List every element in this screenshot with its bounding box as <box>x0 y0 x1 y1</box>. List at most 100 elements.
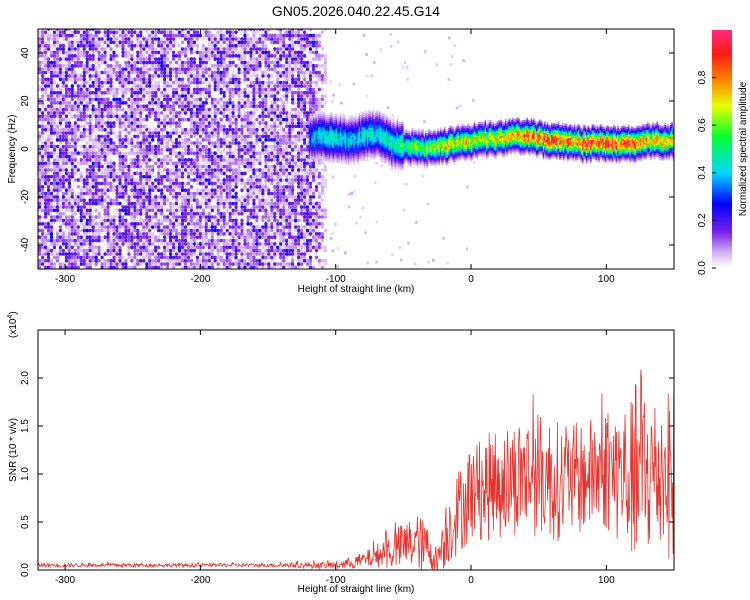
spectrogram-cell <box>246 228 250 233</box>
spectrogram-cell <box>109 225 113 229</box>
spectrogram-cell <box>273 158 277 162</box>
spectrogram-cell <box>234 54 238 58</box>
spectrogram-cell <box>163 148 167 152</box>
spectrogram-cell <box>169 235 173 239</box>
spectrogram-cell <box>300 111 304 115</box>
spectrogram-cell <box>139 141 143 145</box>
spectrogram-cell <box>201 117 205 122</box>
spectrogram-cell <box>207 158 211 162</box>
spectrogram-cell <box>258 94 262 98</box>
spectrogram-cell <box>133 114 137 118</box>
spectrogram-cell <box>124 188 128 192</box>
spectrogram-cell <box>234 90 238 95</box>
spectrogram-cell <box>180 101 185 105</box>
spectrogram-cell <box>300 124 304 129</box>
spectrogram-cell <box>198 117 202 122</box>
spectrogram-cell <box>67 33 71 38</box>
spectrogram-cell <box>112 148 116 152</box>
spectrogram-cell <box>219 181 223 186</box>
spectrogram-cell <box>273 248 277 253</box>
spectrogram-cell <box>169 181 173 186</box>
spectrogram-cell <box>52 148 57 152</box>
spectrogram-cell <box>303 70 307 75</box>
spectrogram-cell <box>186 70 191 75</box>
spectrogram-cell <box>100 97 104 102</box>
spectrogram-cell <box>195 144 199 149</box>
spectrogram-cell <box>246 191 250 196</box>
spectrogram-cell <box>186 201 191 206</box>
spectrogram-cell <box>58 198 62 202</box>
spectrogram-cell <box>133 215 137 219</box>
spectrogram-cell <box>240 265 244 269</box>
spectrogram-cell <box>288 211 292 216</box>
spectrogram-cell <box>216 178 220 182</box>
spectrogram-cell <box>258 248 262 253</box>
spectrogram-cell <box>228 211 232 216</box>
spectrogram-cell <box>38 205 42 209</box>
spectrogram-cell <box>67 235 71 239</box>
spectrogram-cell <box>279 265 283 269</box>
spectrogram-cell <box>76 60 80 65</box>
spectrogram-cell <box>76 57 80 61</box>
spectrogram-cell <box>219 64 223 68</box>
spectrogram-cell <box>264 228 268 233</box>
figure-title: GN05.2026.040.22.45.G14 <box>272 3 440 19</box>
spectrogram-cell <box>112 164 116 169</box>
spectrogram-cell <box>282 235 286 239</box>
spectrogram-cell <box>79 158 83 162</box>
spectrogram-cell <box>70 262 74 266</box>
spectrogram-cell <box>124 222 128 226</box>
spectrogram-cell <box>127 151 131 155</box>
spectrogram-cell <box>94 161 98 166</box>
spectrogram-cell <box>121 238 125 243</box>
spectrogram-cell <box>246 117 250 122</box>
spectrogram-cell <box>276 117 280 122</box>
spectrogram-cell <box>148 87 152 92</box>
spectrogram-cell <box>276 107 280 112</box>
spectrogram-cell <box>157 43 161 48</box>
spectrogram-cell <box>163 228 167 233</box>
spectrogram-cell <box>303 232 307 236</box>
spectrogram-cell <box>213 164 217 169</box>
spectrogram-cell <box>249 114 253 118</box>
spectrogram-cell <box>67 104 71 108</box>
spectrogram-cell <box>183 64 188 68</box>
spectrogram-cell <box>112 198 116 202</box>
spectrogram-cell <box>67 238 71 243</box>
spectrogram-cell <box>195 50 199 55</box>
spectrogram-cell <box>207 265 211 269</box>
spectrogram-cell <box>88 138 92 142</box>
spectrogram-cell <box>264 215 268 219</box>
spectrogram-cell <box>38 262 42 266</box>
spectrogram-cell <box>109 148 113 152</box>
spectrogram-cell <box>154 111 158 115</box>
spectrogram-cell <box>228 54 232 58</box>
spectrogram-cell <box>91 255 95 260</box>
spectrogram-cell <box>130 141 134 145</box>
spectrogram-cell <box>210 37 214 41</box>
spectrogram-cell <box>142 255 146 260</box>
spectrogram-cell <box>240 262 244 266</box>
spectrogram-cell <box>121 218 125 223</box>
spectrogram-cell <box>276 114 280 118</box>
spectrogram-cell <box>157 37 161 41</box>
spectrogram-cell <box>213 70 217 75</box>
spectrogram-cell <box>79 195 83 199</box>
spectrogram-cell <box>207 80 211 85</box>
spectrogram-cell <box>67 158 71 162</box>
spectrogram-cell <box>204 97 208 102</box>
spectrogram-cell <box>169 185 173 189</box>
spectrogram-cell <box>145 164 149 169</box>
spectrogram-cell <box>61 174 65 179</box>
spectrogram-cell <box>189 127 193 132</box>
spectrogram-cell <box>273 262 277 266</box>
spectrogram-cell <box>228 265 232 269</box>
spectrogram-cell <box>124 161 128 166</box>
spectrogram-cell <box>145 50 149 55</box>
spectrogram-cell <box>172 30 176 34</box>
spectrogram-cell <box>249 154 253 159</box>
spectrogram-cell <box>216 97 220 102</box>
spectrogram-cell <box>73 171 77 176</box>
spectrogram-cell <box>70 188 74 192</box>
spectrogram-cell <box>222 222 226 226</box>
